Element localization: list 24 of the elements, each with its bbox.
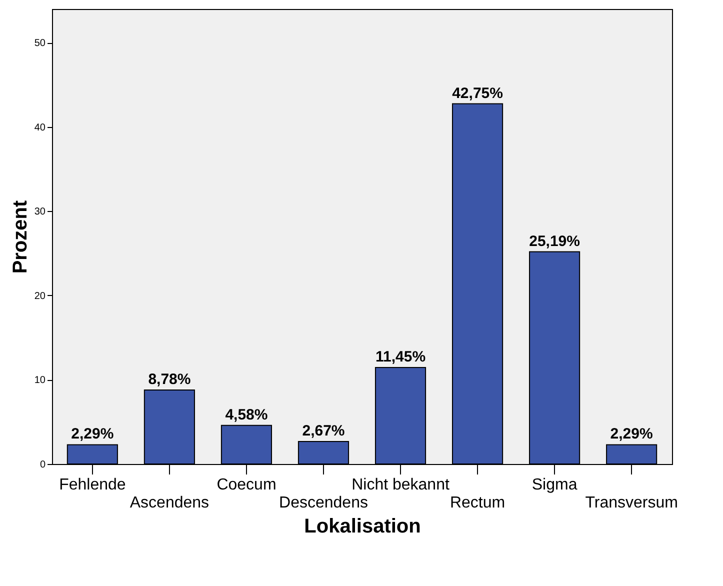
x-tick-label: Descendens <box>279 494 368 512</box>
x-tick-label: Ascendens <box>130 494 210 512</box>
data-label: 2,29% <box>610 426 653 443</box>
y-axis-title: Prozent <box>9 200 32 274</box>
y-tick-label: 20 <box>34 290 46 302</box>
data-label: 11,45% <box>375 348 426 366</box>
x-tick-label: Nicht bekannt <box>352 476 450 494</box>
y-tick-label: 50 <box>34 38 46 50</box>
x-tick-label: Fehlende <box>59 476 126 494</box>
y-tick-label: 0 <box>40 460 46 470</box>
x-tick-label: Coecum <box>216 476 276 494</box>
x-tick-label: Transversum <box>585 494 678 512</box>
data-label: 8,78% <box>148 371 191 388</box>
data-label: 4,58% <box>225 406 268 424</box>
x-tick-label: Sigma <box>532 476 578 494</box>
data-label: 25,19% <box>529 232 580 250</box>
data-label: 42,75% <box>452 84 503 102</box>
data-label: 2,67% <box>302 422 345 440</box>
y-tick-label: 30 <box>34 206 46 218</box>
data-label: 2,29% <box>71 426 114 443</box>
y-tick-label: 10 <box>34 375 46 386</box>
x-axis-title: Lokalisation <box>304 516 421 538</box>
x-tick-label: Rectum <box>450 494 506 512</box>
y-tick-label: 40 <box>34 122 46 134</box>
